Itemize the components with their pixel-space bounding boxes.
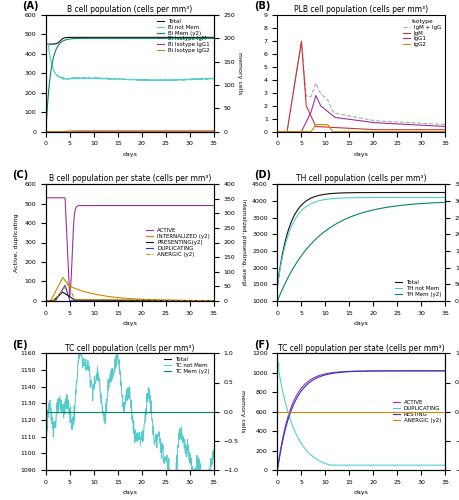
- Text: (F): (F): [254, 340, 269, 349]
- X-axis label: days: days: [123, 152, 137, 157]
- X-axis label: days: days: [354, 490, 369, 496]
- Legend: IgM + IgG, IgM, IgG1, IgG2: IgM + IgG, IgM, IgG1, IgG2: [402, 18, 442, 48]
- X-axis label: days: days: [123, 490, 137, 496]
- Legend: Total, TH not Mem, TH Mem (y2): Total, TH not Mem, TH Mem (y2): [394, 279, 442, 298]
- X-axis label: days: days: [123, 321, 137, 326]
- Legend: Total, Bi not Mem, Bi Mem (y2), Bi Isotype IgM, Bi Isotype IgG1, Bi Isotype IgG2: Total, Bi not Mem, Bi Mem (y2), Bi Isoty…: [156, 18, 211, 54]
- Text: (A): (A): [22, 1, 39, 11]
- Text: (D): (D): [254, 170, 271, 180]
- Title: PLB cell population (cells per mm³): PLB cell population (cells per mm³): [294, 5, 428, 14]
- Y-axis label: Internalized, presenting, anergi: Internalized, presenting, anergi: [241, 200, 246, 286]
- X-axis label: days: days: [354, 152, 369, 157]
- Y-axis label: memory cells: memory cells: [241, 390, 246, 433]
- Text: (B): (B): [254, 1, 270, 11]
- Y-axis label: memory cells: memory cells: [237, 52, 242, 94]
- Legend: ACTIVE, INTERNALIZED (y2), PRESENTING(y2), DUPLICATING, ANERGIC (y2): ACTIVE, INTERNALIZED (y2), PRESENTING(y2…: [145, 227, 211, 258]
- Title: B cell population (cells per mm³): B cell population (cells per mm³): [67, 5, 192, 14]
- Y-axis label: Active, duplicating: Active, duplicating: [14, 213, 19, 272]
- Title: TH cell population (cells per mm³): TH cell population (cells per mm³): [296, 174, 426, 184]
- Text: (E): (E): [12, 340, 28, 349]
- Legend: Total, TC not Mem, TC Mem (y2): Total, TC not Mem, TC Mem (y2): [163, 356, 211, 375]
- Title: TC cell population per state (cells per mm³): TC cell population per state (cells per …: [278, 344, 445, 352]
- X-axis label: days: days: [354, 321, 369, 326]
- Legend: ACTIVE, DUPLICATING, RESTING, ANERGIC (y2): ACTIVE, DUPLICATING, RESTING, ANERGIC (y…: [392, 400, 442, 424]
- Title: B cell population per state (cells per mm³): B cell population per state (cells per m…: [49, 174, 211, 184]
- Title: TC cell population (cells per mm³): TC cell population (cells per mm³): [65, 344, 195, 352]
- Text: (C): (C): [12, 170, 28, 180]
